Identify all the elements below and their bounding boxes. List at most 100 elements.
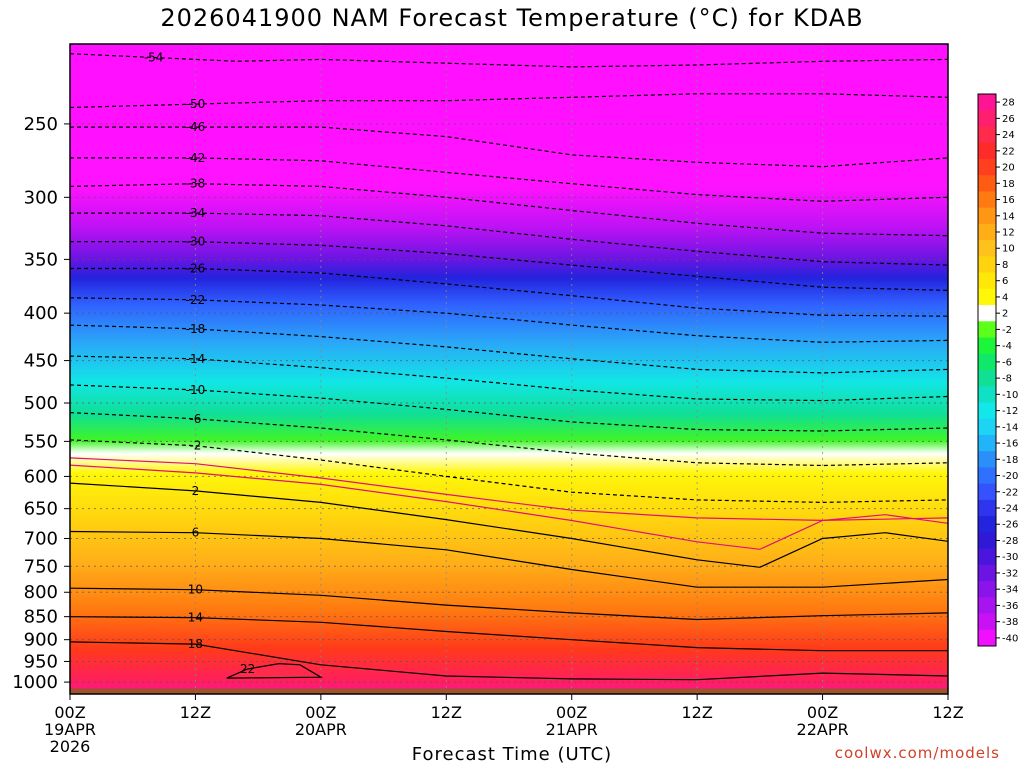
isotherm-label: -2 <box>189 439 201 453</box>
colorbar-label: 22 <box>1002 146 1015 157</box>
colorbar-label: -38 <box>1002 617 1018 628</box>
colorbar-label: 8 <box>1002 260 1008 271</box>
colorbar-label: -26 <box>1002 520 1018 531</box>
temperature-fill-layer <box>226 663 321 679</box>
colorbar-swatch <box>978 597 996 615</box>
plot-area: -54-50-46-42-38-34-30-26-22-18-14-10-6-2… <box>70 44 948 694</box>
colorbar-label: -8 <box>1002 374 1012 385</box>
x-tick-label: 21APR <box>546 720 598 739</box>
y-tick-label: 250 <box>24 114 58 135</box>
x-tick-label: 12Z <box>681 703 712 722</box>
colorbar-swatch <box>978 402 996 420</box>
colorbar-label: -30 <box>1002 552 1018 563</box>
colorbar-label: 18 <box>1002 179 1015 190</box>
colorbar-swatch <box>978 94 996 111</box>
isotherm-line <box>70 439 948 504</box>
colorbar-swatch <box>978 548 996 566</box>
colorbar-label: 2 <box>1002 309 1008 320</box>
x-axis-label: Forecast Time (UTC) <box>411 744 613 765</box>
isotherm-label: -10 <box>186 383 206 397</box>
x-tick-label: 00Z <box>54 703 85 722</box>
grid-layer <box>70 44 948 694</box>
colorbar-label: -40 <box>1002 633 1018 644</box>
y-tick-label: 650 <box>24 499 58 520</box>
isotherm-line <box>226 662 324 679</box>
isotherm-label: -34 <box>186 206 206 220</box>
isotherm-line <box>70 616 948 652</box>
colorbar-swatch <box>978 386 996 403</box>
colorbar-label: -34 <box>1002 585 1018 596</box>
colorbar-label: 6 <box>1002 276 1008 287</box>
x-tick-label: 12Z <box>431 703 462 722</box>
y-tick-label: 550 <box>24 431 58 452</box>
colorbar-swatch <box>978 223 996 241</box>
y-tick-label: 300 <box>24 187 58 208</box>
y-axis-ticks: 2503003504004505005506006507007508008509… <box>12 114 70 693</box>
plot-frame <box>69 43 949 695</box>
colorbar-label: 16 <box>1002 195 1015 206</box>
colorbar-swatch <box>978 516 996 533</box>
colorbar-label: 10 <box>1002 244 1015 255</box>
isotherm-label: 2 <box>192 484 200 498</box>
x-tick-label: 22APR <box>797 720 849 739</box>
colorbar-swatch <box>978 467 996 485</box>
isotherm-label: -42 <box>186 151 206 165</box>
isotherm-label: 14 <box>188 611 203 625</box>
chart-title: 2026041900 NAM Forecast Temperature (°C)… <box>160 4 864 32</box>
isotherm-layer: -54-50-46-42-38-34-30-26-22-18-14-10-6-2… <box>70 51 948 681</box>
isotherm-line <box>70 482 948 568</box>
colorbar-swatch <box>978 110 996 127</box>
colorbar-label: 26 <box>1002 114 1015 125</box>
isotherm-label: -26 <box>186 261 206 275</box>
colorbar-label: -32 <box>1002 568 1018 579</box>
colorbar-swatch <box>978 337 996 355</box>
colorbar-swatch <box>978 451 996 468</box>
colorbar-swatch <box>978 370 996 387</box>
isotherm-label: -18 <box>186 322 206 336</box>
isotherm-line <box>70 530 948 588</box>
colorbar-label: -12 <box>1002 406 1018 417</box>
ground-surface <box>70 688 948 694</box>
isotherm-line <box>70 641 948 681</box>
isotherm-label: 18 <box>188 637 203 651</box>
colorbar-label: -2 <box>1002 325 1012 336</box>
colorbar-label: -24 <box>1002 504 1018 515</box>
temperature-field <box>70 44 948 694</box>
x-tick-label: 20APR <box>295 720 347 739</box>
colorbar-swatch <box>978 256 996 274</box>
x-tick-label: 12Z <box>180 703 211 722</box>
isotherm-label: -22 <box>186 293 206 307</box>
colorbar-swatch <box>978 158 996 176</box>
colorbar-swatch <box>978 483 996 501</box>
colorbar-swatch <box>978 191 996 209</box>
colorbar-swatch <box>978 288 996 306</box>
colorbar-label: -20 <box>1002 471 1018 482</box>
colorbar-swatch <box>978 629 996 647</box>
y-tick-label: 450 <box>24 351 58 372</box>
colorbar-swatch <box>978 434 996 452</box>
colorbar-swatch <box>978 581 996 598</box>
freezing-line <box>70 464 948 550</box>
x-tick-label: 2026 <box>50 737 91 756</box>
isotherm-label: -30 <box>186 235 206 249</box>
colorbar-label: -22 <box>1002 487 1018 498</box>
colorbar-frame <box>977 93 997 647</box>
isotherm-label: -38 <box>186 177 206 191</box>
colorbar-swatch <box>978 564 996 582</box>
colorbar-label: 24 <box>1002 130 1015 141</box>
y-tick-label: 500 <box>24 393 58 414</box>
colorbar-swatch <box>978 142 996 160</box>
isotherm-label: 22 <box>240 662 255 676</box>
colorbar-swatch <box>978 240 996 257</box>
colorbar-swatch <box>978 175 996 192</box>
y-tick-label: 400 <box>24 303 58 324</box>
colorbar-label: -36 <box>1002 601 1018 612</box>
colorbar-swatch <box>978 613 996 631</box>
freezing-line <box>70 457 948 522</box>
colorbar-label: -6 <box>1002 357 1012 368</box>
y-tick-label: 850 <box>24 607 58 628</box>
colorbar-label: 12 <box>1002 228 1015 239</box>
colorbar-label: -14 <box>1002 422 1018 433</box>
colorbar: 28 26 24 22 20 18 16 14 12 10 8 6 4 2 -2 -4 -6 -8 -10 -12 -1… <box>977 93 1018 647</box>
